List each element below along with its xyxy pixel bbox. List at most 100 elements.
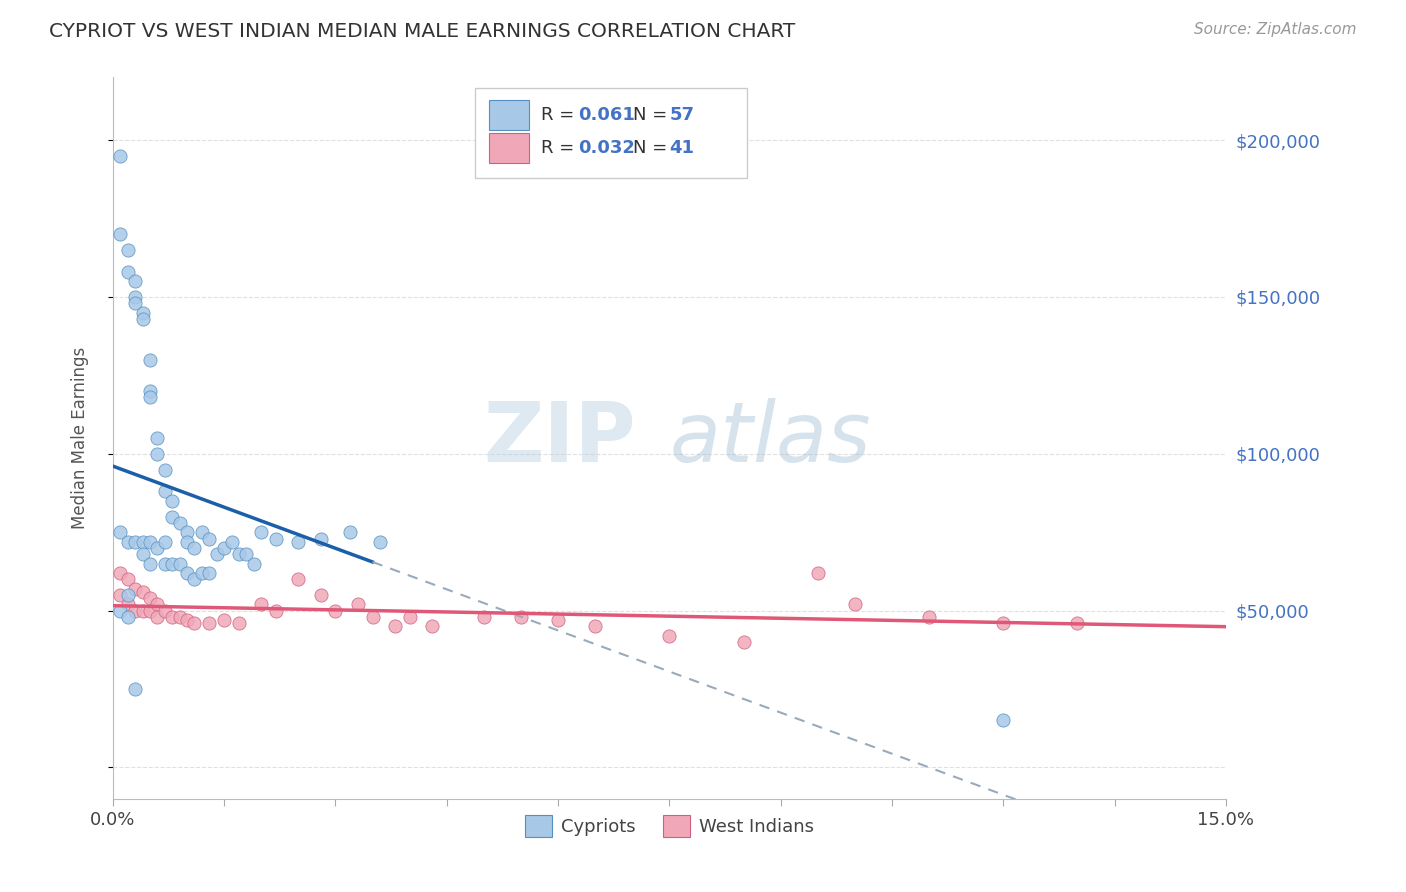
Point	[1066, 616, 1088, 631]
Point	[110, 588, 132, 602]
FancyBboxPatch shape	[489, 100, 529, 130]
Point	[183, 541, 205, 555]
Point	[325, 604, 347, 618]
Point	[844, 598, 866, 612]
Point	[398, 610, 420, 624]
Point	[139, 384, 162, 398]
Point	[287, 534, 309, 549]
Point	[183, 616, 205, 631]
Point	[243, 557, 266, 571]
Point	[205, 547, 228, 561]
Point	[198, 532, 221, 546]
Point	[139, 604, 162, 618]
Point	[124, 534, 146, 549]
Point	[131, 306, 153, 320]
Point	[918, 610, 941, 624]
Point	[658, 629, 681, 643]
Point	[807, 566, 830, 580]
Point	[993, 714, 1015, 728]
Point	[131, 312, 153, 326]
Point	[117, 610, 139, 624]
Point	[153, 484, 176, 499]
Point	[169, 557, 191, 571]
Text: 0.061: 0.061	[578, 106, 636, 124]
Point	[368, 534, 391, 549]
Point	[153, 604, 176, 618]
Point	[131, 534, 153, 549]
FancyBboxPatch shape	[475, 88, 747, 178]
Text: R =: R =	[541, 106, 581, 124]
Point	[110, 604, 132, 618]
Point	[160, 557, 183, 571]
Point	[117, 588, 139, 602]
Point	[420, 619, 443, 633]
Point	[583, 619, 606, 633]
Point	[346, 598, 368, 612]
Point	[264, 604, 287, 618]
Point	[160, 494, 183, 508]
Text: atlas: atlas	[669, 398, 870, 479]
Point	[993, 616, 1015, 631]
Point	[361, 610, 384, 624]
Point	[339, 525, 361, 540]
Point	[160, 610, 183, 624]
Point	[117, 265, 139, 279]
Point	[160, 509, 183, 524]
Point	[131, 604, 153, 618]
Text: ZIP: ZIP	[484, 398, 636, 479]
Point	[131, 584, 153, 599]
Point	[117, 534, 139, 549]
Point	[110, 227, 132, 242]
Point	[733, 635, 755, 649]
Point	[221, 534, 243, 549]
Point	[139, 591, 162, 606]
Point	[250, 525, 273, 540]
Point	[287, 572, 309, 586]
Point	[547, 613, 569, 627]
Text: Source: ZipAtlas.com: Source: ZipAtlas.com	[1194, 22, 1357, 37]
Text: 57: 57	[669, 106, 695, 124]
Point	[176, 613, 198, 627]
Point	[198, 566, 221, 580]
Text: 41: 41	[669, 139, 695, 157]
Point	[117, 572, 139, 586]
Point	[309, 588, 332, 602]
Point	[235, 547, 257, 561]
Point	[124, 274, 146, 288]
Point	[264, 532, 287, 546]
Point	[153, 534, 176, 549]
Point	[176, 525, 198, 540]
Point	[153, 462, 176, 476]
Point	[191, 525, 214, 540]
Point	[124, 681, 146, 696]
Text: CYPRIOT VS WEST INDIAN MEDIAN MALE EARNINGS CORRELATION CHART: CYPRIOT VS WEST INDIAN MEDIAN MALE EARNI…	[49, 22, 796, 41]
Point	[228, 616, 250, 631]
Text: N =: N =	[633, 139, 672, 157]
Point	[472, 610, 495, 624]
Point	[124, 582, 146, 596]
Text: R =: R =	[541, 139, 581, 157]
Point	[146, 541, 169, 555]
Point	[139, 390, 162, 404]
FancyBboxPatch shape	[489, 133, 529, 163]
Point	[176, 566, 198, 580]
Point	[169, 610, 191, 624]
Point	[124, 604, 146, 618]
Point	[146, 447, 169, 461]
Y-axis label: Median Male Earnings: Median Male Earnings	[72, 347, 89, 529]
Point	[510, 610, 533, 624]
Point	[169, 516, 191, 530]
Point	[198, 616, 221, 631]
Point	[309, 532, 332, 546]
Point	[110, 566, 132, 580]
Point	[110, 525, 132, 540]
Point	[176, 534, 198, 549]
Point	[191, 566, 214, 580]
Point	[131, 547, 153, 561]
Text: N =: N =	[633, 106, 672, 124]
Point	[228, 547, 250, 561]
Point	[139, 557, 162, 571]
Point	[146, 431, 169, 445]
Point	[124, 290, 146, 304]
Point	[146, 598, 169, 612]
